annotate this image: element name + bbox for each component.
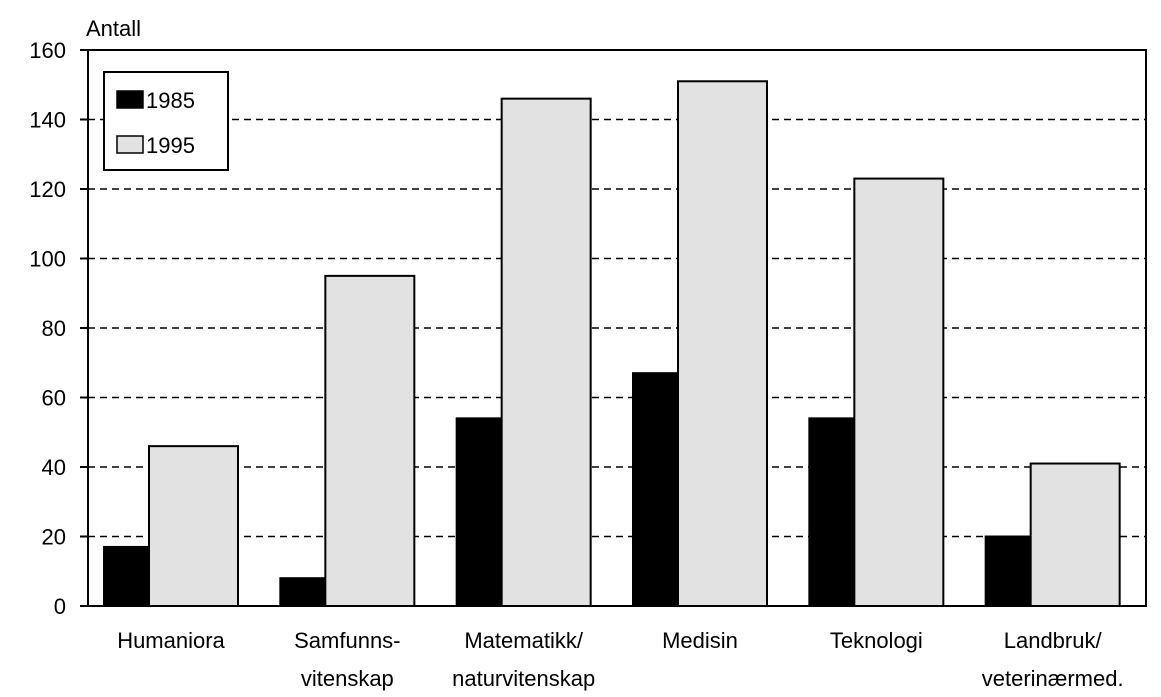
bar-1995-Humaniora: [148, 445, 239, 607]
bar-1995-Medisin: [677, 80, 768, 607]
bar-1995-Matematikk/ naturvitenskap: [500, 97, 592, 608]
legend-label-1995: 1995: [146, 133, 195, 158]
bars: [88, 80, 1146, 608]
y-axis-title: Antall: [86, 16, 141, 41]
y-tick-label: 120: [29, 177, 66, 202]
x-tick-label: vitenskap: [301, 666, 394, 691]
x-tick-label: Matematikk/: [464, 628, 583, 653]
y-tick-label: 0: [54, 594, 66, 619]
y-tick-label: 20: [42, 525, 66, 550]
y-tick-label: 80: [42, 316, 66, 341]
y-tick-label: 140: [29, 108, 66, 133]
x-tick-label: Samfunns-: [294, 628, 400, 653]
legend-box: [103, 71, 229, 171]
x-tick-label: Teknologi: [830, 628, 923, 653]
y-tick-label: 160: [29, 38, 66, 63]
bar-1995-Landbruk/ veterinærmed.: [1029, 462, 1121, 607]
x-tick-label: Medisin: [662, 628, 738, 653]
gridlines: [88, 118, 1146, 538]
legend-label-1985: 1985: [146, 88, 195, 113]
bar-1995-Teknologi: [853, 177, 945, 607]
x-axis-labels: Humaniora Samfunns-vitenskap Matematikk/na…: [117, 628, 1123, 691]
x-tick-label: veterinærmed.: [982, 666, 1124, 691]
y-tick-label: 100: [29, 247, 66, 272]
x-tick-label: Landbruk/: [1004, 628, 1103, 653]
x-tick-label: Humaniora: [117, 628, 225, 653]
legend-swatch-1995: [116, 135, 144, 154]
y-tick-label: 40: [42, 455, 66, 480]
legend: 1985 1995: [103, 71, 229, 171]
bar-1995-Samfunns- vitenskap: [324, 274, 416, 607]
y-axis-ticks: 0 20 40 60 80 100 120 140 160: [29, 38, 88, 619]
x-tick-label: naturvitenskap: [452, 666, 595, 691]
legend-swatch-1985: [116, 90, 144, 109]
y-tick-label: 60: [42, 386, 66, 411]
